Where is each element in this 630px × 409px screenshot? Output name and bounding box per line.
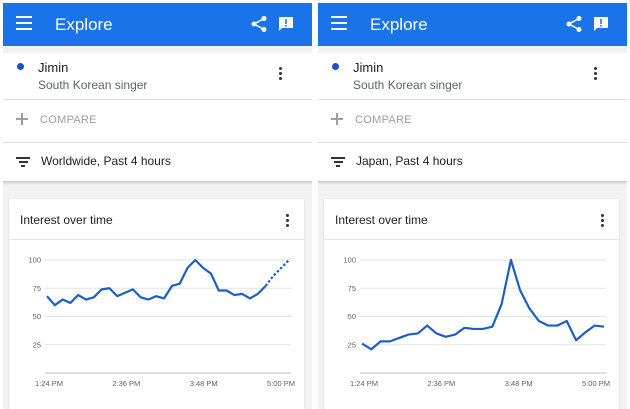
term-name: Jimin bbox=[38, 60, 69, 75]
y-tick-label: 50 bbox=[33, 312, 41, 321]
search-term-card[interactable]: Jimin South Korean singer bbox=[318, 53, 627, 100]
more-vert-icon[interactable] bbox=[601, 214, 605, 228]
y-tick-label: 25 bbox=[33, 340, 41, 349]
divider bbox=[9, 239, 304, 240]
x-tick-label: 1:24 PM bbox=[350, 379, 378, 388]
filter-icon bbox=[331, 157, 345, 167]
y-tick-label: 100 bbox=[28, 256, 41, 265]
explore-panel-worldwide: Explore Jimin South Korean singer COMPAR… bbox=[3, 3, 312, 409]
series-line bbox=[46, 258, 267, 307]
chart-title: Interest over time bbox=[335, 213, 428, 227]
interest-chart: 25 50 75 100 1:24 PM 2:36 PM 3:48 PM 5:00 PM bbox=[28, 256, 295, 389]
term-description: South Korean singer bbox=[38, 78, 148, 92]
plus-icon bbox=[331, 113, 343, 125]
y-tick-label: 75 bbox=[348, 284, 356, 293]
feedback-icon[interactable] bbox=[592, 15, 610, 33]
filter-row[interactable]: Worldwide, Past 4 hours bbox=[3, 143, 312, 181]
term-name: Jimin bbox=[353, 60, 384, 75]
share-icon[interactable] bbox=[250, 15, 268, 33]
divider bbox=[324, 239, 619, 240]
chart-title: Interest over time bbox=[20, 213, 113, 227]
x-tick-label: 1:24 PM bbox=[35, 379, 63, 388]
filter-label: Worldwide, Past 4 hours bbox=[41, 154, 171, 168]
y-tick-label: 75 bbox=[33, 284, 41, 293]
app-bar: Explore bbox=[3, 3, 312, 46]
feedback-icon[interactable] bbox=[277, 15, 295, 33]
compare-label: COMPARE bbox=[355, 114, 412, 126]
plus-icon bbox=[16, 113, 28, 125]
divider bbox=[3, 181, 312, 185]
app-title: Explore bbox=[55, 15, 113, 34]
filter-row[interactable]: Japan, Past 4 hours bbox=[318, 143, 627, 181]
interest-chart: 25 50 75 100 1:24 PM 2:36 PM 3:48 PM 5:00 PM bbox=[343, 256, 610, 389]
search-term-card[interactable]: Jimin South Korean singer bbox=[3, 53, 312, 100]
interest-over-time-card: Interest over time 25 50 75 100 1:24 PM 2:36 … bbox=[9, 199, 304, 409]
compare-label: COMPARE bbox=[40, 114, 97, 126]
term-color-dot bbox=[332, 63, 339, 70]
filter-icon bbox=[16, 157, 30, 167]
partial-data-line bbox=[264, 259, 290, 287]
x-tick-label: 2:36 PM bbox=[427, 379, 455, 388]
menu-icon[interactable] bbox=[16, 16, 32, 32]
app-title: Explore bbox=[370, 15, 428, 34]
share-icon[interactable] bbox=[565, 15, 583, 33]
x-tick-label: 5:00 PM bbox=[267, 379, 295, 388]
app-bar: Explore bbox=[318, 3, 627, 46]
compare-row[interactable]: COMPARE bbox=[318, 100, 627, 143]
interest-over-time-card: Interest over time 25 50 75 100 1:24 PM 2:36 … bbox=[324, 199, 619, 409]
filter-label: Japan, Past 4 hours bbox=[356, 154, 463, 168]
y-tick-label: 25 bbox=[348, 340, 356, 349]
more-vert-icon[interactable] bbox=[279, 67, 283, 81]
y-tick-label: 50 bbox=[348, 312, 356, 321]
compare-row[interactable]: COMPARE bbox=[3, 100, 312, 143]
divider bbox=[318, 181, 627, 185]
more-vert-icon[interactable] bbox=[594, 67, 598, 81]
series-line bbox=[361, 258, 605, 351]
x-tick-label: 3:48 PM bbox=[505, 379, 533, 388]
x-tick-label: 3:48 PM bbox=[190, 379, 218, 388]
term-color-dot bbox=[17, 63, 24, 70]
explore-panel-japan: Explore Jimin South Korean singer COMPAR… bbox=[318, 3, 627, 409]
y-tick-label: 100 bbox=[343, 256, 356, 265]
menu-icon[interactable] bbox=[331, 16, 347, 32]
more-vert-icon[interactable] bbox=[286, 214, 290, 228]
x-tick-label: 2:36 PM bbox=[112, 379, 140, 388]
term-description: South Korean singer bbox=[353, 78, 463, 92]
x-tick-label: 5:00 PM bbox=[582, 379, 610, 388]
